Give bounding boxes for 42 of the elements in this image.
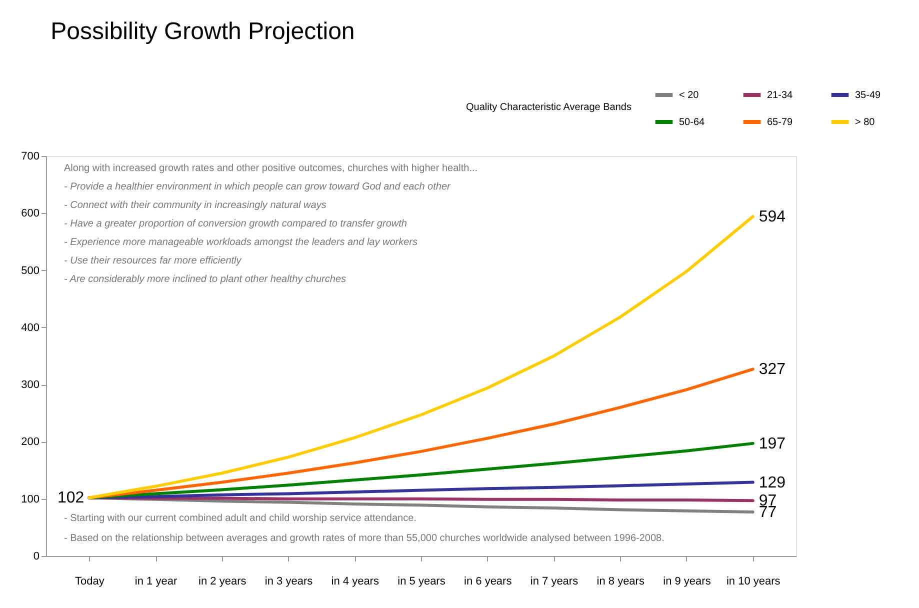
x-tick-label: in 7 years [530, 576, 579, 588]
x-tick-label: in 8 years [596, 576, 645, 588]
x-tick-label: in 3 years [264, 576, 314, 588]
x-tick-label: in 2 years [198, 576, 247, 588]
annotation: - Starting with our current combined adult and child worship service attendance. [64, 513, 416, 524]
data-label: 197 [758, 435, 786, 452]
x-tick-label: in 4 years [331, 576, 380, 588]
y-tick-label: 500 [21, 264, 40, 277]
y-tick-label: 300 [21, 379, 40, 392]
x-tick-label: in 5 years [398, 576, 446, 588]
x-tick-label: in 1 year [134, 576, 178, 588]
legend-label: < 20 [679, 90, 700, 101]
y-tick-label: 700 [21, 150, 40, 162]
y-tick-label: 0 [33, 550, 40, 562]
data-label: 594 [758, 208, 786, 226]
legend-label: > 80 [855, 117, 876, 128]
annotation: - Experience more manageable workloads amongst the leaders and lay workers [64, 237, 418, 248]
data-label: 102 [57, 490, 84, 507]
annotation: Along with increased growth rates and other positive outcomes, churches with higher health... [64, 163, 478, 174]
x-tick-label: in 9 years [663, 576, 712, 588]
y-tick-label: 200 [21, 436, 40, 448]
x-tick-label: Today [74, 576, 105, 588]
x-tick-label: in 6 years [464, 576, 512, 588]
annotation: - Are considerably more inclined to plant other healthy churches [64, 274, 346, 285]
legend-label: 35-49 [855, 90, 882, 101]
annotation: - Have a greater proportion of conversion growth compared to transfer growth [64, 218, 408, 230]
legend-label: 65-79 [767, 117, 794, 128]
legend-label: 50-64 [679, 117, 706, 128]
data-label: 129 [758, 474, 786, 492]
chart-title: Possibility Growth Projection [50, 18, 355, 45]
legend-title: Quality Characteristic Average Bands [466, 102, 632, 113]
y-tick-label: 400 [21, 322, 40, 334]
x-tick-label: in 10 years [726, 576, 781, 588]
line-series [88, 368, 754, 500]
annotation: - Connect with their community in increasingly natural ways [64, 200, 326, 211]
y-tick-label: 100 [21, 493, 40, 506]
legend-label: 21-34 [767, 90, 794, 101]
y-tick-label: 600 [21, 208, 40, 220]
annotation: - Based on the relationship between averages and growth rates of more than 55,000 churches worldwide analysed between 1996-2008. [64, 533, 664, 544]
annotation: - Provide a healthier environment in which people can grow toward God and each other [64, 182, 452, 192]
data-label: 327 [758, 361, 786, 378]
annotation: - Use their resources far more efficiently [64, 256, 242, 266]
